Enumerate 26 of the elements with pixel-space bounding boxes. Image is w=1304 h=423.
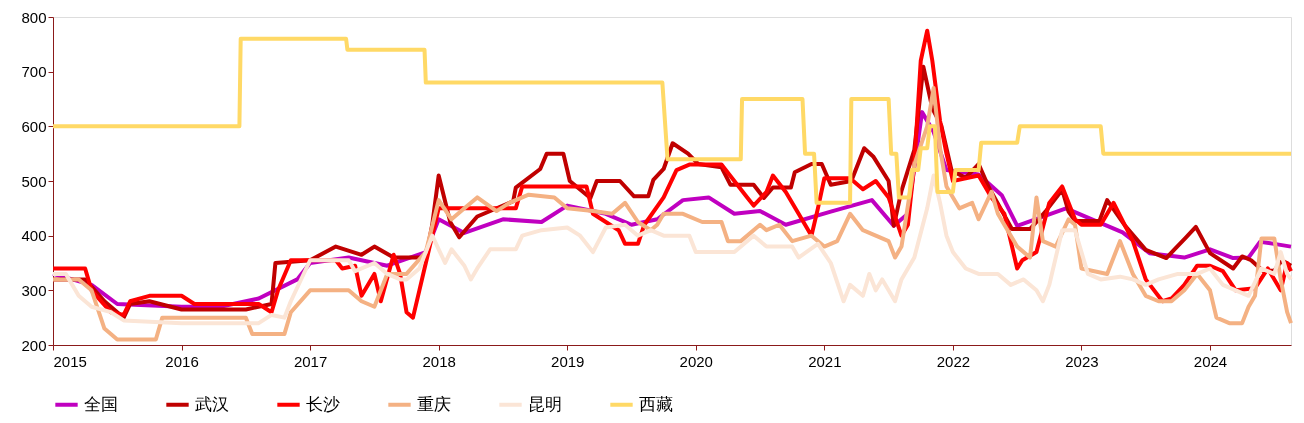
y-tick-label: 700 <box>21 63 47 81</box>
legend-label: 全国 <box>84 394 118 414</box>
x-tick-label: 2015 <box>53 352 87 370</box>
legend-label: 重庆 <box>417 394 451 414</box>
x-tick-label: 2022 <box>936 352 971 370</box>
x-tick-label: 2016 <box>165 352 199 370</box>
legend-label: 昆明 <box>528 394 562 414</box>
y-tick-label: 600 <box>21 117 47 135</box>
y-tick-label: 800 <box>21 8 47 26</box>
x-tick-label: 2019 <box>551 352 585 370</box>
y-tick-label: 200 <box>21 336 47 354</box>
x-tick-label: 2024 <box>1193 352 1228 370</box>
legend-label: 西藏 <box>639 394 673 414</box>
y-tick-label: 400 <box>21 227 47 245</box>
y-tick-label: 500 <box>21 172 47 190</box>
x-tick-label: 2018 <box>422 352 456 370</box>
legend-label: 长沙 <box>306 394 340 414</box>
legend-label: 武汉 <box>195 394 229 414</box>
line-series <box>51 86 1293 342</box>
x-tick-label: 2023 <box>1065 352 1099 370</box>
line-series <box>51 36 1293 205</box>
line-series <box>51 173 1293 326</box>
x-tick-label: 2017 <box>293 352 328 370</box>
y-tick-label: 300 <box>21 281 47 299</box>
x-tick-label: 2020 <box>679 352 713 370</box>
x-tick-label: 2021 <box>808 352 842 370</box>
